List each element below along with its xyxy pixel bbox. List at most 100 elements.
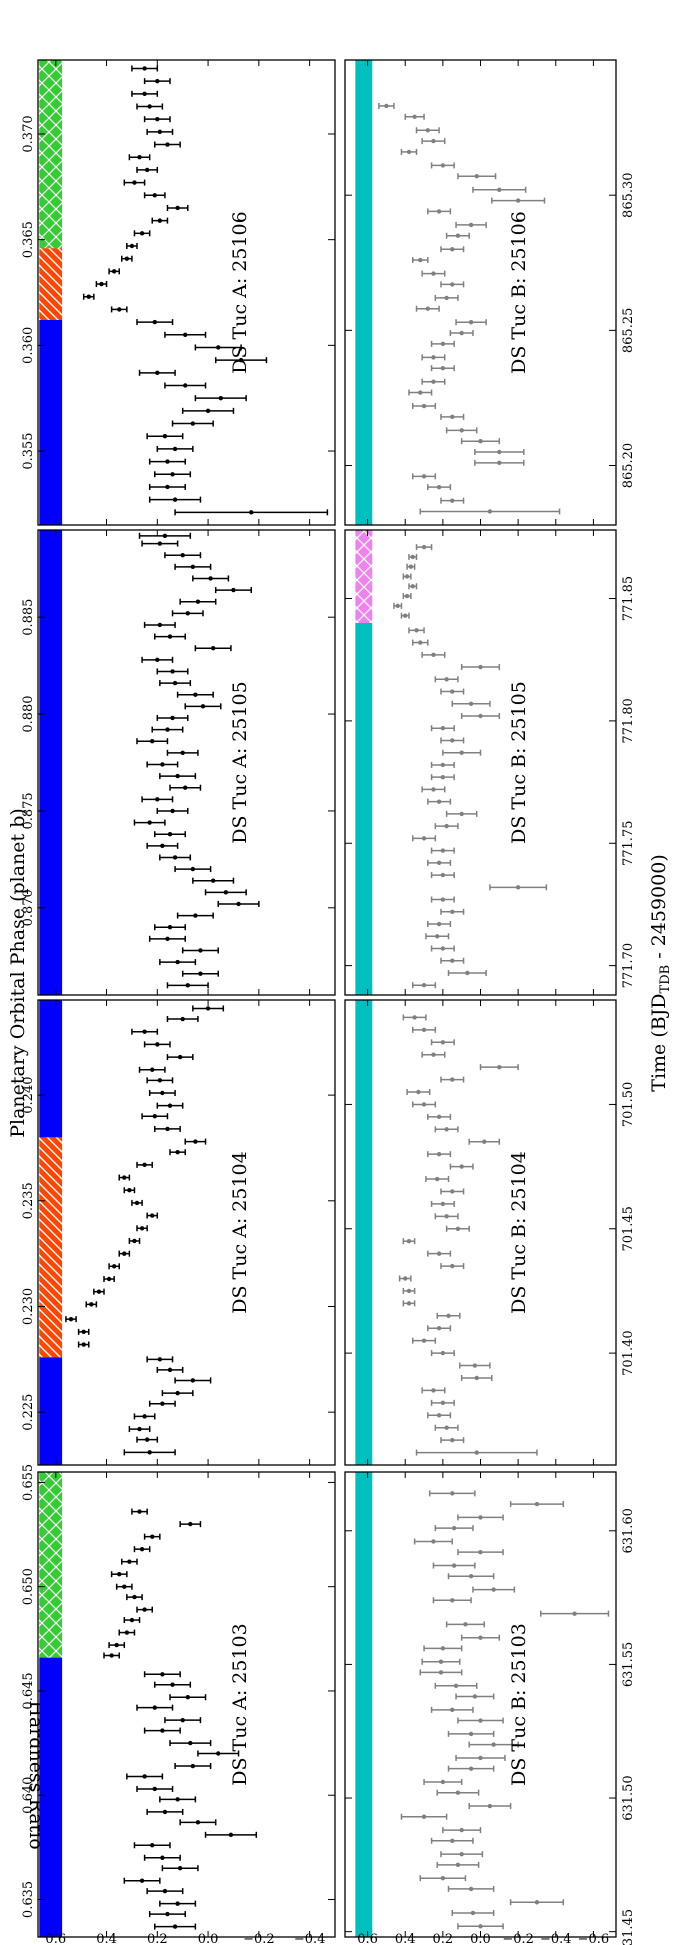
data-point — [142, 1414, 147, 1419]
data-point — [450, 1263, 455, 1269]
data-point — [180, 1016, 185, 1022]
data-point — [459, 330, 464, 336]
data-point — [122, 1175, 127, 1180]
data-point — [167, 831, 173, 837]
panel-frame — [344, 59, 617, 526]
y-tick-label: −0.4 — [540, 1932, 572, 1945]
data-point — [150, 738, 155, 744]
x-tick-label: 631.50 — [621, 1775, 636, 1821]
panel-1: 0.6 0.4 0.2 0.0 −0.2 −0.4 0.635 0.640 0.645 0.650… — [21, 1464, 336, 1945]
data-point — [450, 738, 455, 743]
data-point — [167, 1103, 173, 1108]
data-point — [534, 1900, 540, 1905]
data-point — [450, 909, 455, 914]
data-point — [81, 1342, 86, 1347]
data-point — [384, 103, 389, 109]
data-point — [450, 958, 455, 963]
data-point — [142, 1162, 147, 1168]
data-point — [431, 138, 436, 144]
y-tick-label: 0.2 — [147, 1932, 168, 1945]
data-point — [468, 1766, 474, 1771]
data-point — [218, 395, 223, 401]
y-tick-label: 0.6 — [357, 1932, 378, 1945]
data-point — [172, 1924, 178, 1929]
data-point — [453, 1683, 459, 1688]
data-point — [160, 762, 165, 767]
data-point — [436, 799, 442, 804]
x-axis-title-top: Planetary Orbital Phase (planet b) — [7, 808, 29, 1138]
data-point — [162, 533, 168, 539]
data-point — [175, 1390, 180, 1396]
data-point — [198, 971, 203, 976]
data-point — [468, 1731, 474, 1737]
data-point — [160, 843, 165, 849]
data-point — [436, 1413, 442, 1418]
data-point — [193, 692, 198, 697]
x-tick-label: 0.880 — [21, 695, 36, 732]
phase-bar — [355, 623, 373, 995]
data-point — [165, 1126, 170, 1132]
data-point — [185, 1695, 190, 1700]
data-point — [440, 1040, 446, 1045]
data-point — [175, 1797, 180, 1802]
data-point — [406, 1301, 412, 1306]
data-point — [459, 1851, 464, 1857]
y-tick-label: 0.2 — [433, 1932, 454, 1945]
data-point — [421, 403, 427, 409]
phase-bar — [355, 530, 373, 623]
data-point — [440, 726, 446, 731]
data-point — [451, 1525, 457, 1531]
data-point — [463, 1622, 468, 1627]
x-tick-label: 771.80 — [621, 698, 636, 744]
data-point — [478, 1755, 483, 1761]
data-point — [122, 1251, 127, 1256]
data-point — [436, 921, 442, 927]
data-point — [459, 811, 464, 817]
data-point — [190, 1763, 196, 1769]
data-point — [440, 872, 446, 878]
data-point — [137, 1426, 142, 1432]
data-point — [450, 1189, 455, 1194]
data-point — [404, 593, 410, 599]
data-point — [450, 1598, 455, 1603]
data-point — [444, 1214, 449, 1219]
phase-bar — [39, 530, 63, 995]
data-point — [152, 193, 157, 198]
data-point — [160, 1401, 165, 1406]
x-tick-label: 0.635 — [21, 1881, 36, 1918]
x-tick-label: 701.40 — [621, 1330, 636, 1376]
data-point — [170, 1682, 175, 1687]
data-point — [175, 1149, 180, 1155]
x-tick-label: 631.60 — [621, 1508, 636, 1554]
data-point — [195, 599, 201, 604]
data-point — [111, 269, 117, 274]
data-point — [515, 198, 521, 203]
data-point — [86, 294, 91, 299]
data-point — [183, 785, 188, 790]
data-point — [403, 613, 408, 618]
data-point — [249, 510, 254, 515]
data-point — [117, 1571, 122, 1577]
x-tick-label: 631.55 — [621, 1642, 636, 1688]
x-tick-label: 0.225 — [21, 1394, 36, 1431]
data-point — [170, 669, 175, 674]
data-point — [478, 1515, 483, 1520]
data-point — [436, 1251, 442, 1256]
data-point — [195, 1820, 201, 1825]
data-point — [142, 91, 147, 97]
data-point — [446, 1313, 451, 1319]
x-axis-title-bottom: Time (BJDTDB - 2459000) — [648, 854, 673, 1091]
data-point — [465, 970, 470, 976]
data-point — [421, 1027, 427, 1033]
data-point — [193, 913, 198, 918]
panel-frame — [344, 1471, 617, 1938]
data-point — [478, 1635, 483, 1640]
data-point — [418, 640, 423, 645]
data-point — [450, 689, 455, 694]
data-point — [474, 174, 479, 179]
x-tick-label: 0.355 — [21, 432, 36, 469]
data-point — [431, 652, 436, 658]
data-point — [152, 1786, 157, 1792]
data-point — [468, 222, 474, 228]
data-point — [183, 332, 188, 337]
